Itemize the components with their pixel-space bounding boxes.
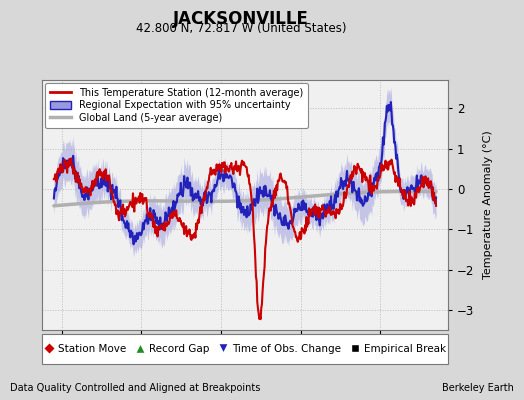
FancyBboxPatch shape bbox=[42, 334, 448, 364]
Text: Data Quality Controlled and Aligned at Breakpoints: Data Quality Controlled and Aligned at B… bbox=[10, 383, 261, 393]
Y-axis label: Temperature Anomaly (°C): Temperature Anomaly (°C) bbox=[483, 131, 493, 279]
Text: 42.800 N, 72.817 W (United States): 42.800 N, 72.817 W (United States) bbox=[136, 22, 346, 35]
Legend: This Temperature Station (12-month average), Regional Expectation with 95% uncer: This Temperature Station (12-month avera… bbox=[45, 83, 308, 128]
Legend: Station Move, Record Gap, Time of Obs. Change, Empirical Break: Station Move, Record Gap, Time of Obs. C… bbox=[40, 341, 450, 357]
Text: Berkeley Earth: Berkeley Earth bbox=[442, 383, 514, 393]
Text: JACKSONVILLE: JACKSONVILLE bbox=[173, 10, 309, 28]
